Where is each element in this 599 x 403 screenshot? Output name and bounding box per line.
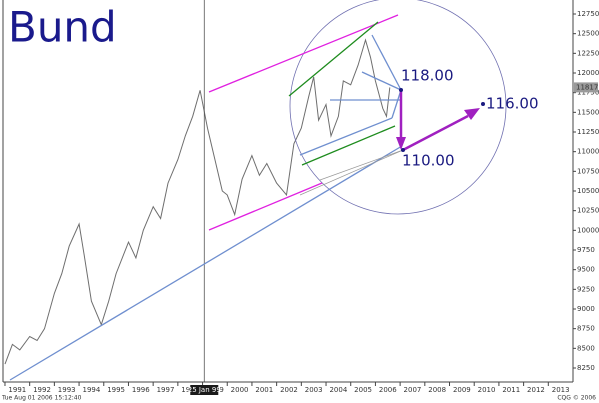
point <box>399 88 403 92</box>
gray-line <box>299 149 404 196</box>
channel-top <box>208 14 399 93</box>
axis-layer: 8250 8500 8750 9000 9250 9500 9750 10000 10250 10… <box>2 0 599 395</box>
x-tick-label: 2003 <box>305 386 323 394</box>
x-tick-label: 2011 <box>502 386 520 394</box>
x-tick-label: 2000 <box>231 386 249 394</box>
price-line <box>4 38 391 365</box>
y-tick-label: 8500 <box>577 344 595 352</box>
x-tick-label: 1998 <box>181 386 199 394</box>
x-tick-label: 2010 <box>478 386 496 394</box>
y-tick-label: 12250 <box>577 49 599 57</box>
credit: CQG © 2006 <box>557 395 596 402</box>
price-label: 11817 <box>576 83 598 91</box>
y-tick-label: 11000 <box>577 148 599 156</box>
blue-line <box>371 34 402 91</box>
annotation: 116.00 <box>486 95 539 113</box>
focus-circle <box>289 0 507 215</box>
green-line <box>301 125 396 166</box>
x-tick-label: 2009 <box>453 386 471 394</box>
y-tick-label: 10250 <box>577 207 599 215</box>
price-box <box>574 82 598 93</box>
y-tick-label: 10000 <box>577 226 599 234</box>
chart-title: Bund <box>8 3 117 52</box>
y-tick-label: 9750 <box>577 246 595 254</box>
plot-layer <box>4 0 391 382</box>
x-tick-label: 2004 <box>329 386 347 394</box>
channel-bottom <box>208 182 323 231</box>
x-tick-label: 1996 <box>132 386 150 394</box>
blue-line <box>299 117 393 156</box>
trend-line <box>9 145 403 381</box>
gray-line <box>319 149 404 181</box>
x-tick-label: 2002 <box>280 386 298 394</box>
blue-line <box>361 71 402 91</box>
y-tick-label: 9500 <box>577 266 595 274</box>
x-tick-label: 2005 <box>354 386 372 394</box>
crosshair-box <box>190 385 219 395</box>
arrow-head <box>396 137 406 150</box>
x-tick-label: 1992 <box>33 386 51 394</box>
annotation: 110.00 <box>402 152 455 170</box>
point <box>401 148 405 152</box>
x-tick-label: 2001 <box>255 386 273 394</box>
crosshair-label: 25 Jan 99 <box>188 386 221 394</box>
y-tick-label: 8250 <box>577 364 595 372</box>
x-tick-label: 2012 <box>527 386 545 394</box>
x-tick-label: 1991 <box>8 386 26 394</box>
y-tick-label: 12750 <box>577 10 599 18</box>
x-tick-label: 1997 <box>157 386 175 394</box>
y-tick-label: 12500 <box>577 30 599 38</box>
y-tick-label: 10500 <box>577 187 599 195</box>
timestamp: Tue Aug 01 2006 15:12:40 <box>1 395 82 402</box>
x-tick-label: 1994 <box>83 386 101 394</box>
y-tick-label: 12000 <box>577 69 599 77</box>
y-tick-label: 9000 <box>577 305 595 313</box>
y-tick-label: 11750 <box>577 89 599 97</box>
arrow-head <box>464 108 480 120</box>
y-tick-label: 8750 <box>577 325 595 333</box>
point <box>481 102 485 106</box>
x-tick-label: 2008 <box>428 386 446 394</box>
x-tick-label: 1993 <box>58 386 76 394</box>
x-tick-label: 2013 <box>552 386 570 394</box>
green-line <box>288 21 379 97</box>
arrow <box>402 114 469 152</box>
y-tick-label: 10750 <box>577 167 599 175</box>
x-tick-label: 2006 <box>379 386 397 394</box>
x-tick-label: 1995 <box>107 386 125 394</box>
annotation: 118.00 <box>401 67 454 85</box>
y-tick-label: 11500 <box>577 108 599 116</box>
drawings <box>9 0 507 381</box>
x-tick-label: 2007 <box>404 386 422 394</box>
y-tick-label: 11250 <box>577 128 599 136</box>
blue-line <box>391 89 402 119</box>
y-tick-label: 9250 <box>577 285 595 293</box>
